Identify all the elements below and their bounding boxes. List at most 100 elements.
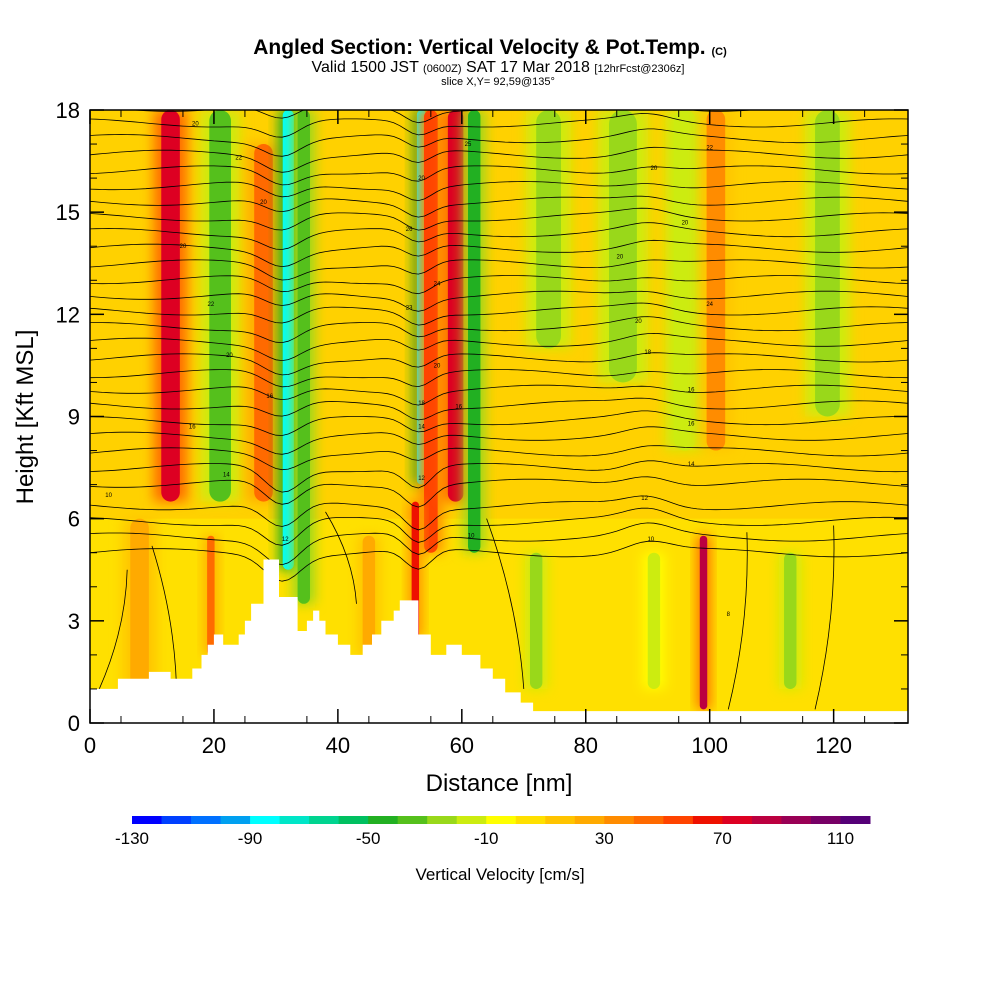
isentrope-label: 26	[406, 227, 413, 233]
isentrope-line	[486, 518, 525, 689]
colorbar-swatch	[161, 816, 192, 824]
isentrope-labels: 20 22 20 20 22 20 16 16 14 10 12 20 25 26 24 23 20 18 16 14…	[105, 122, 730, 618]
colorbar-swatch	[810, 816, 841, 824]
isentropes	[90, 103, 908, 710]
y-tick-label: 18	[56, 98, 80, 123]
isentrope-label: 25	[465, 142, 472, 148]
isentrope-label: 24	[706, 302, 713, 308]
velocity-band	[665, 110, 705, 451]
colorbar-swatch	[486, 816, 517, 824]
y-tick-label: 0	[68, 711, 80, 736]
velocity-band	[357, 535, 381, 655]
velocity-band-core	[209, 110, 231, 502]
terrain	[90, 559, 908, 723]
colorbar-tick-label: 70	[713, 829, 732, 848]
velocity-band	[153, 110, 188, 502]
isentrope-label: 20	[616, 254, 623, 260]
isentrope-label: 16	[688, 421, 695, 427]
velocity-band	[597, 110, 649, 383]
velocity-band	[642, 552, 666, 689]
isentrope-label: 16	[688, 387, 695, 393]
plot-area: 20 22 20 20 22 20 16 16 14 10 12 20 25 26 24 23 20 18 16 14…	[89, 103, 909, 724]
isentrope-line	[90, 410, 908, 436]
isentrope-line	[90, 259, 908, 281]
velocity-band-core	[815, 110, 840, 417]
velocity-band-core	[207, 535, 215, 655]
velocity-band-core	[468, 110, 481, 553]
colorbar-tick-label: 30	[595, 829, 614, 848]
isentrope-label: 12	[418, 476, 425, 482]
velocity-band-core	[784, 552, 797, 689]
velocity-band-core	[647, 552, 661, 689]
isentrope-label: 20	[226, 353, 233, 359]
isentrope-label: 12	[282, 537, 289, 543]
colorbar-tick-label: -90	[238, 829, 263, 848]
colorbar-swatch	[220, 816, 251, 824]
colorbar-swatch	[279, 816, 310, 824]
isentrope-label: 20	[682, 220, 689, 226]
isentrope-line	[90, 128, 908, 157]
x-tick-label: 20	[202, 733, 226, 758]
isentrope-line	[90, 384, 908, 406]
isentrope-line	[90, 426, 908, 455]
isentrope-line	[90, 332, 908, 362]
isentrope-line	[90, 352, 908, 376]
velocity-band-core	[161, 110, 180, 502]
isentrope-label: 20	[180, 244, 187, 250]
isentrope-line	[90, 275, 908, 295]
valid-date: SAT 17 Mar 2018	[466, 59, 590, 76]
velocity-band-core	[297, 110, 310, 604]
colorbar: -130 -90 -50 -10 30 70 110	[115, 816, 871, 848]
isentrope-line	[90, 113, 908, 138]
colorbar-swatch	[574, 816, 605, 824]
y-tick-label: 12	[56, 302, 80, 327]
x-tick-label: 40	[326, 733, 350, 758]
velocity-band	[204, 535, 218, 655]
isentrope-label: 14	[223, 472, 230, 478]
colorbar-swatch	[663, 816, 694, 824]
colorbar-swatch	[692, 816, 723, 824]
isentrope-line	[90, 369, 908, 388]
velocity-band-core	[254, 144, 273, 502]
velocity-band	[526, 110, 571, 349]
colorbar-swatch	[515, 816, 546, 824]
x-tick-label: 0	[84, 733, 96, 758]
y-tick-label: 6	[68, 507, 80, 532]
colorbar-swatch	[250, 816, 281, 824]
isentrope-line	[90, 522, 908, 566]
y-tick-label: 3	[68, 609, 80, 634]
colorbar-tick-label: 110	[827, 829, 854, 848]
isentrope-line	[90, 302, 908, 326]
velocity-band	[805, 110, 850, 417]
colorbar-swatch	[456, 816, 487, 824]
velocity-band-core	[282, 110, 294, 570]
velocity-band	[463, 110, 486, 553]
velocity-band	[525, 552, 548, 689]
valid-time: Valid 1500 JST (0600Z) SAT 17 Mar 2018 […	[0, 60, 998, 77]
isentrope-label: 16	[455, 404, 462, 410]
colorbar-swatch	[633, 816, 664, 824]
isentrope-line	[90, 290, 908, 312]
isentrope-label: 20	[635, 319, 642, 325]
colorbar-swatch	[191, 816, 222, 824]
colorbar-swatch	[604, 816, 635, 824]
isentrope-line	[90, 397, 908, 421]
isentrope-line	[814, 525, 835, 710]
velocity-band-core	[674, 110, 696, 451]
chart-title-text: Angled Section: Vertical Velocity & Pot.…	[253, 36, 706, 59]
isentrope-line	[90, 103, 908, 107]
isentrope-label: 20	[651, 166, 658, 172]
x-tick-label: 80	[574, 733, 598, 758]
velocity-band	[292, 110, 315, 604]
valid-utc: (0600Z)	[423, 63, 462, 75]
colorbar-tick-label: -50	[356, 829, 381, 848]
isentrope-line	[90, 445, 908, 471]
isentrope-label: 20	[192, 122, 199, 128]
colorbar-swatch	[309, 816, 340, 824]
isentrope-line	[98, 569, 128, 690]
isentrope-label: 10	[647, 537, 654, 543]
isentrope-label: 20	[418, 176, 425, 182]
y-tick-label: 15	[56, 200, 80, 225]
isentrope-line	[90, 195, 908, 218]
